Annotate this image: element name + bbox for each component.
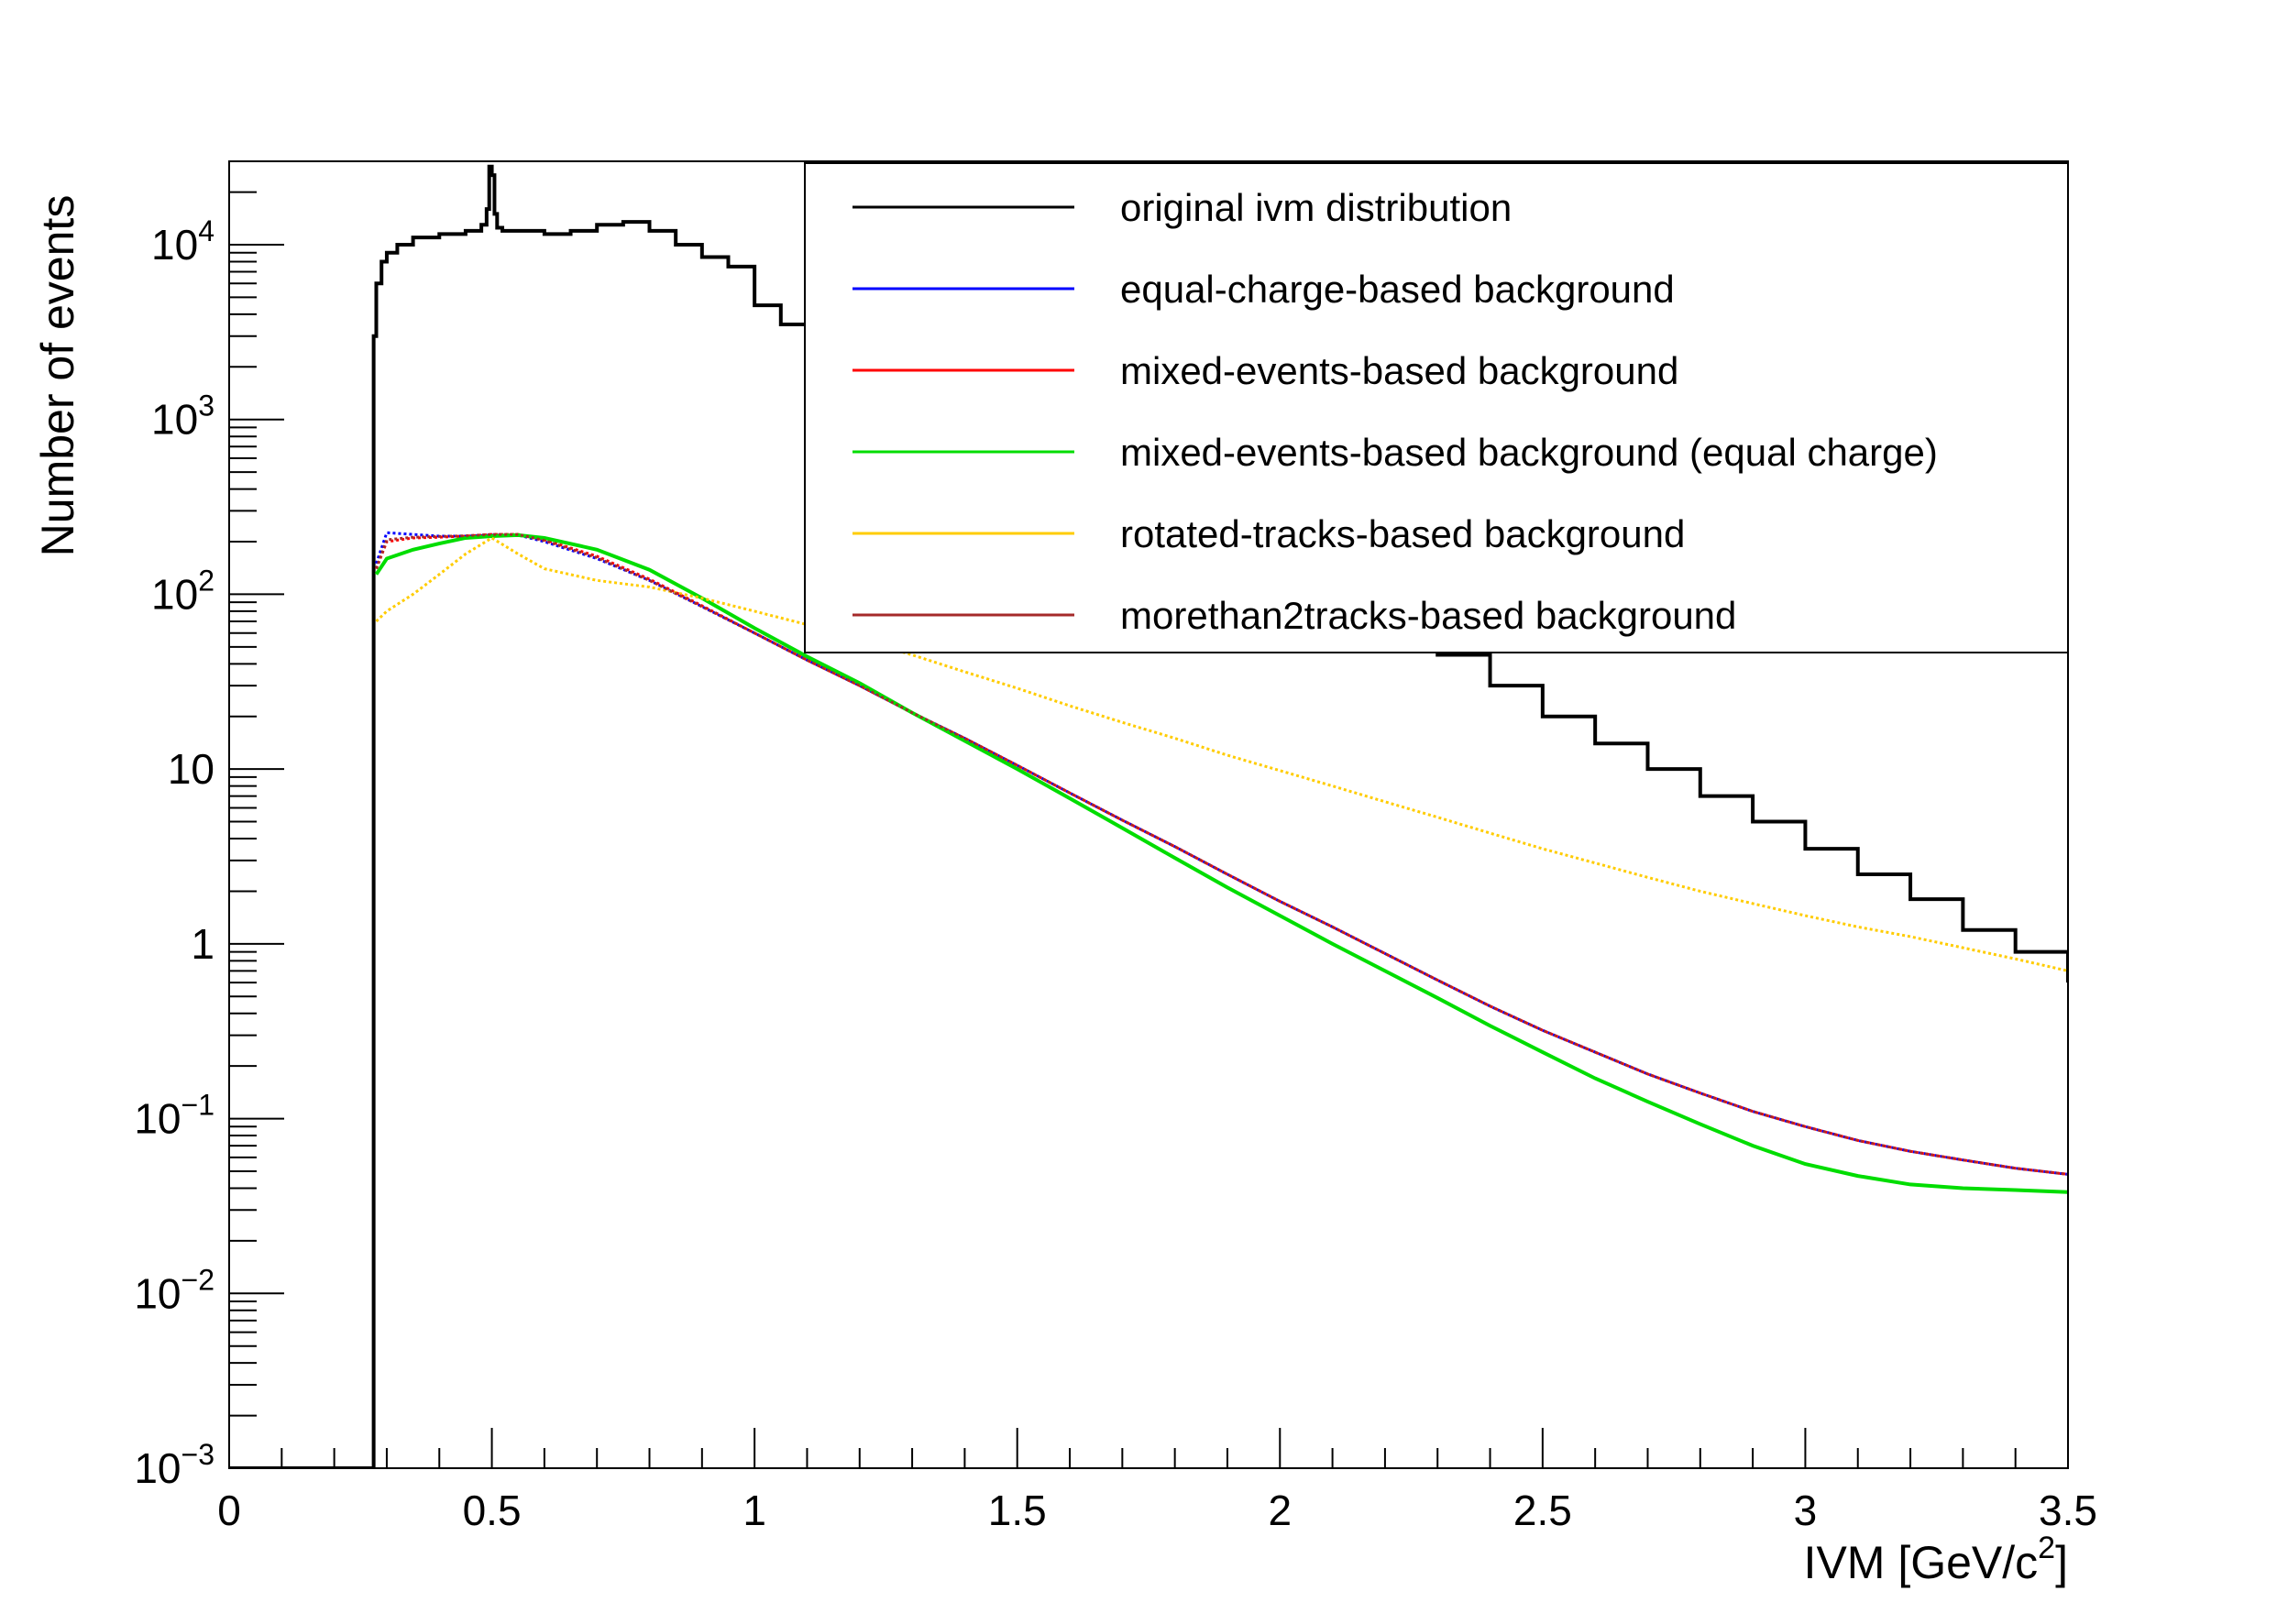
- x-tick-label: 3.5: [2039, 1487, 2097, 1534]
- plot-frame: [228, 160, 2069, 1469]
- x-axis-title: IVM [GeV/c2]: [1804, 1531, 2068, 1588]
- legend-label-equal-charge-based-background: equal-charge-based background: [1120, 268, 1675, 311]
- legend-label-morethan2tracks-based-background: morethan2tracks-based background: [1120, 594, 1736, 637]
- legend-box: [804, 162, 2069, 653]
- y-tick-label: 10−1: [134, 1089, 214, 1143]
- series-line-morethan2tracks-based-background: [375, 532, 2068, 1176]
- legend-label-rotated-tracks-based-background: rotated-tracks-based background: [1120, 512, 1685, 555]
- series-line-rotated-tracks-based-background: [375, 536, 2068, 972]
- x-tick-label: 3: [1794, 1487, 1818, 1534]
- x-tick-label: 2: [1268, 1487, 1292, 1534]
- y-tick-label: 103: [151, 390, 214, 444]
- x-tick-label: 0.5: [463, 1487, 522, 1534]
- y-tick-label: 10−2: [134, 1263, 214, 1317]
- y-tick-label: 104: [151, 214, 214, 269]
- y-tick-label: 10: [168, 745, 214, 793]
- y-tick-label: 10−3: [134, 1438, 214, 1492]
- series-line-mixed-events-based-background-equal-charge: [374, 532, 2068, 1194]
- legend-label-original-ivm-distribution: original ivm distribution: [1120, 186, 1512, 229]
- legend-label-mixed-events-based-background: mixed-events-based background: [1120, 349, 1678, 392]
- y-tick-label: 1: [191, 920, 214, 968]
- series-layer: [229, 164, 2068, 1468]
- ticks-layer: [228, 160, 2069, 1469]
- x-tick-label: 2.5: [1513, 1487, 1572, 1534]
- y-tick-label: 102: [151, 564, 214, 618]
- legend-label-mixed-events-based-background-equal-charge: mixed-events-based background (equal cha…: [1120, 431, 1938, 474]
- x-tick-label: 1.5: [988, 1487, 1047, 1534]
- x-tick-label: 0: [217, 1487, 241, 1534]
- x-tick-label: 1: [742, 1487, 766, 1534]
- legend: original ivm distribution equal-charge-ba…: [804, 162, 2069, 653]
- y-axis-title: Number of events: [32, 195, 83, 557]
- series-line-original-ivm-distribution: [229, 164, 2068, 1468]
